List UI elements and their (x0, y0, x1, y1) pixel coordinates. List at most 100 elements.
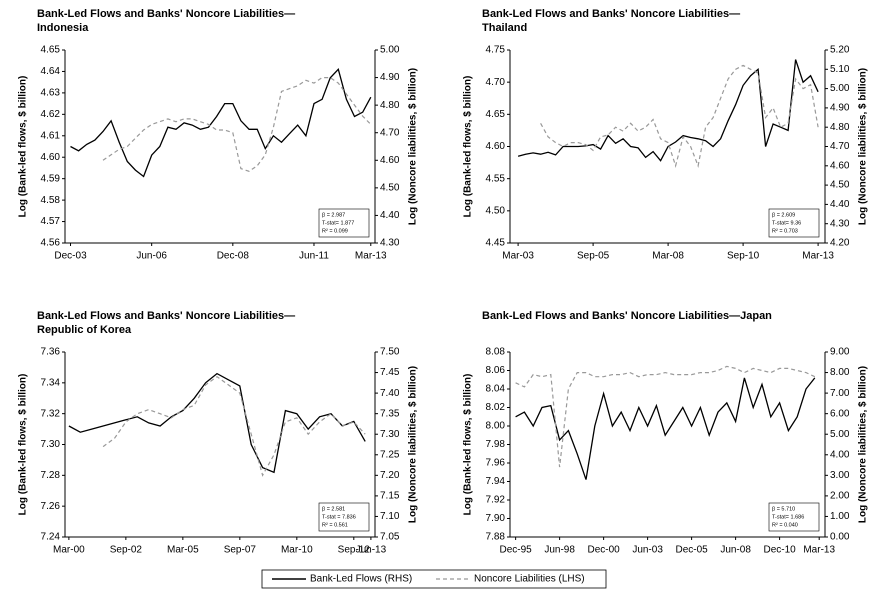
y-axis-title: Log (Bank-led flows, $ billion) (18, 374, 29, 516)
y2-tick-label: 4.30 (830, 218, 850, 229)
y2-tick-label: 5.00 (380, 45, 400, 56)
y2-tick-label: 4.20 (830, 238, 850, 249)
x-tick-label: Sep-12 (338, 545, 371, 556)
annotation: R² = 0.703 (772, 228, 798, 234)
y2-tick-label: 4.90 (380, 72, 400, 83)
x-tick-label: Sep-05 (577, 251, 610, 262)
x-tick-label: Jun-06 (136, 251, 167, 262)
y2-tick-label: 5.10 (830, 64, 850, 75)
annotation: T-stat = 7.836 (322, 514, 356, 520)
y2-tick-label: 4.80 (830, 122, 850, 133)
y2-tick-label: 4.30 (380, 238, 400, 249)
y-tick-label: 4.75 (486, 45, 506, 56)
data-line (540, 64, 819, 168)
y2-tick-label: 2.00 (830, 491, 850, 502)
annotation: β = 2.987 (322, 212, 345, 218)
y-tick-label: 4.57 (41, 216, 61, 227)
x-tick-label: Mar-05 (167, 545, 199, 556)
y2-axis-title: Log (Noncore liabilities, $ billion) (408, 366, 419, 523)
y2-axis-title: Log (Noncore liabilities, $ billion) (408, 68, 419, 225)
x-tick-label: Mar-03 (502, 251, 534, 262)
chart-title: Thailand (482, 22, 527, 34)
annotation: β = 2.581 (322, 506, 345, 512)
y-axis-title: Log (Bank-led flows, $ billion) (463, 374, 474, 516)
y2-tick-label: 8.00 (830, 367, 850, 378)
y2-tick-label: 4.70 (380, 127, 400, 138)
y-tick-label: 7.34 (41, 377, 61, 388)
y2-tick-label: 7.10 (380, 511, 400, 522)
x-tick-label: Jun-13 (356, 545, 387, 556)
y2-tick-label: 7.25 (380, 449, 400, 460)
y-tick-label: 4.45 (486, 238, 506, 249)
chart-title: Republic of Korea (37, 324, 132, 336)
y-tick-label: 7.88 (486, 532, 506, 543)
y2-tick-label: 4.50 (830, 180, 850, 191)
y-tick-label: 7.32 (41, 408, 61, 419)
y-tick-label: 7.36 (41, 347, 61, 358)
y-tick-label: 4.58 (41, 195, 61, 206)
x-tick-label: Sep-02 (110, 545, 143, 556)
data-line (515, 377, 816, 480)
chart-title: Indonesia (37, 22, 89, 34)
y2-axis-title: Log (Noncore liabilities, $ billion) (858, 366, 869, 523)
data-line (70, 68, 372, 178)
x-tick-label: Dec-00 (587, 545, 620, 556)
y2-tick-label: 7.35 (380, 408, 400, 419)
chart-title: Bank-Led Flows and Banks' Noncore Liabil… (37, 8, 295, 20)
y2-tick-label: 0.00 (830, 532, 850, 543)
y-tick-label: 7.26 (41, 501, 61, 512)
y2-tick-label: 5.00 (830, 83, 850, 94)
y-tick-label: 4.60 (486, 141, 506, 152)
y2-tick-label: 7.40 (380, 388, 400, 399)
y2-tick-label: 4.60 (830, 160, 850, 171)
y2-tick-label: 5.20 (830, 45, 850, 56)
y2-axis-title: Log (Noncore liabilities, $ billion) (858, 68, 869, 225)
y2-tick-label: 5.00 (830, 429, 850, 440)
y2-tick-label: 7.00 (830, 388, 850, 399)
y-tick-label: 7.98 (486, 439, 506, 450)
y2-tick-label: 7.15 (380, 491, 400, 502)
x-tick-label: Dec-95 (500, 545, 533, 556)
legend-label: Bank-Led Flows (RHS) (310, 574, 412, 585)
stat-box (768, 502, 820, 532)
y-tick-label: 7.90 (486, 513, 506, 524)
x-tick-label: Jun-08 (720, 545, 751, 556)
chart-title: Bank-Led Flows and Banks' Noncore Liabil… (37, 310, 295, 322)
y-tick-label: 8.02 (486, 402, 506, 413)
x-tick-label: Jun-03 (632, 545, 663, 556)
x-tick-label: Dec-05 (675, 545, 708, 556)
x-tick-label: Jun-98 (544, 545, 575, 556)
x-tick-label: Jun-11 (299, 251, 329, 262)
annotation: β = 5.710 (772, 506, 795, 512)
y-tick-label: 4.56 (41, 238, 61, 249)
annotation: β = 2.609 (772, 212, 795, 218)
annotation: T-stat= 1.686 (772, 514, 804, 520)
y-axis-title: Log (Bank-led flows, $ billion) (463, 76, 474, 218)
y-tick-label: 4.65 (41, 45, 61, 56)
y-tick-label: 8.00 (486, 421, 506, 432)
y-tick-label: 4.70 (486, 77, 506, 88)
data-line (102, 77, 372, 172)
y-tick-label: 8.06 (486, 365, 506, 376)
annotation: R² = 0.040 (772, 522, 798, 528)
y-tick-label: 4.63 (41, 88, 61, 99)
y2-tick-label: 4.80 (380, 100, 400, 111)
x-tick-label: Mar-10 (281, 545, 313, 556)
y2-tick-label: 7.45 (380, 367, 400, 378)
chart-title: Bank-Led Flows and Banks' Noncore Liabil… (482, 8, 740, 20)
legend-label: Noncore Liabilities (LHS) (474, 574, 585, 585)
y2-tick-label: 7.20 (380, 470, 400, 481)
x-tick-label: Dec-10 (763, 545, 796, 556)
data-line (515, 365, 816, 468)
stat-box (318, 502, 370, 532)
x-tick-label: Sep-07 (224, 545, 257, 556)
y2-tick-label: 9.00 (830, 347, 850, 358)
annotation: T-stat= 1.877 (322, 220, 354, 226)
y2-tick-label: 4.00 (830, 449, 850, 460)
y-tick-label: 4.62 (41, 109, 61, 120)
y-tick-label: 4.64 (41, 66, 61, 77)
x-tick-label: Mar-08 (652, 251, 684, 262)
y-tick-label: 7.28 (41, 470, 61, 481)
y2-tick-label: 7.05 (380, 532, 400, 543)
